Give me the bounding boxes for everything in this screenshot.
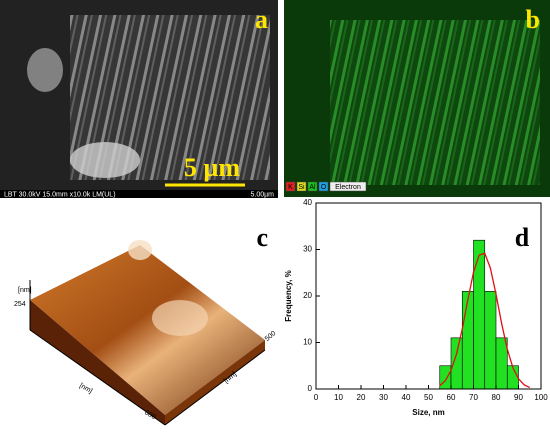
y-tick-label: 30 (303, 245, 312, 254)
afm-axis (29, 329, 166, 426)
eds-texture (330, 20, 540, 185)
afm-x-max: 600 (143, 409, 157, 421)
y-tick-label: 40 (303, 198, 312, 207)
afm-side (165, 340, 265, 425)
eds-panel: b K Si Al O Electron (284, 0, 550, 197)
sem-footer: LBT 30.0kV 15.0mm x10.0k LM(UL) (4, 191, 116, 198)
legend-label: Si (298, 184, 305, 191)
afm-surface (30, 245, 265, 415)
bar (484, 291, 497, 390)
x-tick-label: 70 (469, 393, 478, 402)
eds-legend: K Si Al O Electron (285, 181, 367, 192)
x-tick-label: 40 (402, 393, 411, 402)
afm-peak (128, 240, 152, 260)
panel-letter: c (256, 223, 268, 252)
x-tick-label: 60 (447, 393, 456, 402)
sem-flake (27, 48, 63, 92)
x-tick-label: 100 (534, 393, 548, 402)
legend-swatch (285, 181, 296, 192)
y-axis-label: Frequency, % (284, 270, 293, 321)
x-tick-label: 30 (379, 393, 388, 402)
legend-label: K (288, 184, 293, 191)
fit-curve (439, 252, 531, 389)
afm-panel: [nm] 254 [nm] 600 [nm] 500 c (14, 223, 278, 426)
x-tick-label: 90 (514, 393, 523, 402)
legend-swatch (329, 181, 367, 192)
x-tick-label: 20 (357, 393, 366, 402)
y-tick-label: 20 (303, 291, 312, 300)
legend-swatch (318, 181, 329, 192)
legend-swatch (307, 181, 318, 192)
legend-label: Al (309, 184, 316, 191)
afm-y-max: 500 (264, 330, 278, 343)
afm-z-unit: [nm] (18, 287, 32, 294)
x-tick-label: 50 (424, 393, 433, 402)
panel-letter: b (526, 5, 540, 34)
sem-footer-bar (0, 190, 278, 198)
bar (506, 365, 519, 390)
bar (461, 291, 474, 390)
legend-label: Electron (335, 184, 361, 191)
sem-panel: LBT 30.0kV 15.0mm x10.0k LM(UL) 5.00µm 5… (0, 0, 278, 198)
y-tick-label: 10 (303, 338, 312, 347)
y-tick-label: 0 (308, 384, 313, 393)
panel-letter: d (515, 223, 530, 252)
sem-scale-text: 5.00µm (251, 191, 275, 198)
afm-side (30, 300, 165, 425)
bar (473, 239, 486, 390)
x-axis-label: Size, nm (412, 408, 444, 417)
afm-peak (152, 300, 208, 336)
afm-z-max: 254 (14, 301, 26, 308)
x-tick-label: 0 (314, 393, 319, 402)
scale-label: 5 µm (184, 153, 240, 182)
legend-swatch (296, 181, 307, 192)
x-tick-label: 80 (492, 393, 501, 402)
x-tick-label: 10 (334, 393, 343, 402)
afm-x-unit: [nm] (78, 382, 93, 395)
afm-axis (164, 349, 266, 426)
legend-label: O (321, 184, 327, 191)
sem-flake (70, 142, 140, 178)
panel-letter: a (255, 5, 268, 34)
bar (439, 365, 452, 390)
bar (495, 337, 508, 390)
